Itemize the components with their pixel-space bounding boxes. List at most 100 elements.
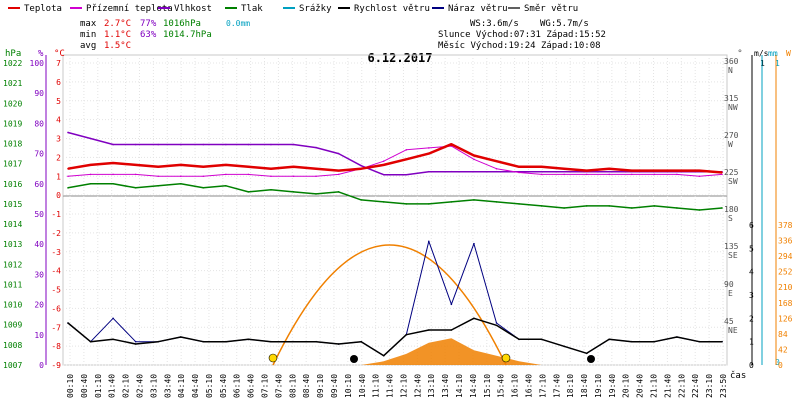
tick-label-dir-name: N	[728, 66, 733, 75]
data-point	[518, 203, 520, 205]
tick-label-dir: 135	[724, 242, 739, 251]
axis-title-mm: mm	[768, 49, 778, 58]
data-point	[134, 343, 137, 345]
data-point	[450, 329, 453, 331]
stat-max-hum: 77%	[140, 19, 157, 29]
tick-label-hpa: 1007	[3, 361, 22, 370]
data-point	[653, 205, 656, 207]
data-point	[270, 340, 272, 343]
tick-label-x: 19:10	[594, 374, 603, 398]
data-point	[157, 143, 160, 146]
data-point	[585, 352, 588, 355]
data-point	[540, 173, 543, 176]
data-point	[67, 167, 69, 170]
data-point	[112, 317, 114, 320]
data-point	[473, 317, 475, 320]
legend-label: Rychlost větru	[354, 4, 430, 14]
data-point	[247, 338, 250, 341]
data-point	[337, 152, 340, 155]
tick-label-dir: 180	[724, 205, 739, 214]
tick-label-x: 23:10	[705, 374, 714, 398]
tick-label-x: 07:10	[261, 374, 270, 398]
data-point	[179, 143, 182, 146]
data-point	[585, 205, 588, 207]
solar-arc	[272, 244, 507, 366]
tick-label-x: 10:10	[344, 374, 353, 398]
data-point	[495, 170, 498, 173]
data-point	[540, 205, 543, 207]
tick-label-hpa: 1018	[3, 140, 22, 149]
data-point	[360, 164, 362, 167]
data-point	[630, 173, 633, 176]
axis-title-w: W	[786, 49, 791, 58]
tick-label-pct: 100	[30, 59, 45, 68]
data-point	[134, 340, 137, 343]
series-line-rychlost-v-tru	[67, 317, 722, 357]
grid	[63, 55, 727, 366]
tick-label-dir: 225	[724, 168, 739, 177]
tick-label-pct: 0	[39, 361, 44, 370]
tick-label-x: 14:10	[455, 374, 464, 398]
data-point	[721, 173, 723, 176]
data-point	[698, 209, 701, 211]
data-point	[202, 340, 205, 343]
data-point	[585, 173, 588, 176]
data-point	[315, 340, 317, 343]
data-point	[225, 173, 227, 176]
tick-label-x: 13:40	[441, 374, 450, 398]
tick-label-dir-name: SW	[728, 177, 738, 186]
data-point	[270, 143, 272, 146]
tick-label-x: 20:40	[636, 374, 645, 398]
tick-label-dir: 360	[724, 57, 739, 66]
data-point	[382, 354, 385, 357]
data-point	[608, 173, 611, 176]
data-point	[608, 205, 611, 207]
tick-label-hpa: 1016	[3, 180, 22, 189]
tick-label-x: 03:10	[149, 374, 158, 398]
data-point	[450, 303, 453, 306]
tick-label-ms: 0	[749, 361, 754, 370]
axis-title-pct: %	[38, 49, 44, 59]
series-line-vlhkost	[67, 131, 722, 176]
tick-label-x: 11:40	[386, 374, 395, 398]
data-point	[653, 340, 656, 343]
data-point	[112, 173, 114, 176]
tick-label-x: 05:10	[205, 374, 214, 398]
data-point	[179, 183, 182, 185]
data-point	[315, 146, 317, 149]
data-point	[676, 169, 678, 172]
data-point	[292, 175, 295, 178]
tick-label-w: 126	[778, 314, 793, 323]
data-point	[473, 199, 475, 201]
tick-label-hpa: 1013	[3, 240, 22, 249]
tick-label-x: 08:40	[302, 374, 311, 398]
tick-label-hpa: 1014	[3, 220, 22, 229]
data-point	[67, 322, 69, 324]
tick-label-hpa: 1021	[3, 79, 22, 88]
tick-label-degc: -4	[51, 267, 61, 276]
tick-label-degc: -8	[51, 342, 61, 351]
tick-label-hpa: 1019	[3, 119, 22, 128]
tick-label-x: 06:10	[233, 374, 242, 398]
tick-label-hpa: 1011	[3, 280, 22, 289]
moonrise-marker	[587, 355, 595, 363]
stat-max-press: 1016hPa	[163, 19, 201, 29]
data-point	[428, 147, 430, 149]
tick-label-mm-top: 1	[775, 59, 780, 68]
tick-label-x: 21:40	[663, 374, 672, 398]
tick-label-w: 42	[778, 345, 788, 354]
tick-label-x: 07:40	[274, 374, 283, 398]
data-point	[428, 152, 430, 155]
stat-min-label: min	[80, 30, 96, 40]
tick-label-x: 00:10	[66, 374, 75, 398]
data-point	[89, 173, 92, 176]
stats-block: max 2.7°C 77% 1016hPa 0.0mm min 1.1°C 63…	[80, 19, 606, 51]
tick-label-x: 15:40	[497, 374, 506, 398]
tick-label-degc: -9	[51, 361, 61, 370]
tick-label-x: 03:40	[163, 374, 172, 398]
data-point	[473, 170, 475, 173]
tick-label-x: 01:10	[94, 374, 103, 398]
data-point	[540, 338, 543, 341]
tick-label-degc: -5	[51, 286, 61, 295]
tick-label-x: 12:10	[399, 374, 408, 398]
